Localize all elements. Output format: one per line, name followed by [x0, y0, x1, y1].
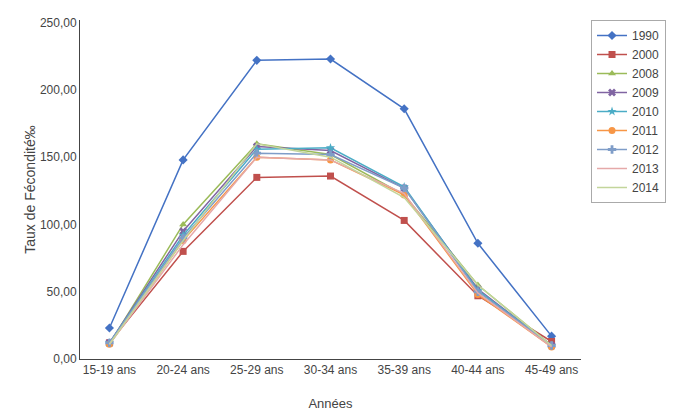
svg-text:30-34 ans: 30-34 ans — [304, 363, 357, 377]
svg-text:15-19 ans: 15-19 ans — [83, 363, 136, 377]
svg-text:2013: 2013 — [632, 162, 659, 176]
svg-text:250,00: 250,00 — [40, 16, 77, 30]
svg-text:50,00: 50,00 — [47, 285, 77, 299]
svg-text:2014: 2014 — [632, 181, 659, 195]
svg-text:2000: 2000 — [632, 48, 659, 62]
svg-text:2011: 2011 — [632, 124, 658, 138]
svg-text:100,00: 100,00 — [40, 218, 77, 232]
svg-text:20-24 ans: 20-24 ans — [156, 363, 209, 377]
svg-text:45-49 ans: 45-49 ans — [525, 363, 578, 377]
svg-text:40-44 ans: 40-44 ans — [451, 363, 504, 377]
svg-text:200,00: 200,00 — [40, 83, 77, 97]
svg-text:2010: 2010 — [632, 105, 659, 119]
svg-text:25-29 ans: 25-29 ans — [230, 363, 283, 377]
svg-text:Taux de Fécondité‰: Taux de Fécondité‰ — [22, 125, 38, 253]
svg-text:150,00: 150,00 — [40, 150, 77, 164]
svg-text:2008: 2008 — [632, 67, 659, 81]
svg-text:0,00: 0,00 — [53, 352, 77, 366]
svg-text:35-39 ans: 35-39 ans — [378, 363, 431, 377]
svg-text:2012: 2012 — [632, 143, 659, 157]
svg-text:1990: 1990 — [632, 29, 659, 43]
svg-text:2009: 2009 — [632, 86, 659, 100]
svg-text:Années: Années — [308, 396, 353, 411]
